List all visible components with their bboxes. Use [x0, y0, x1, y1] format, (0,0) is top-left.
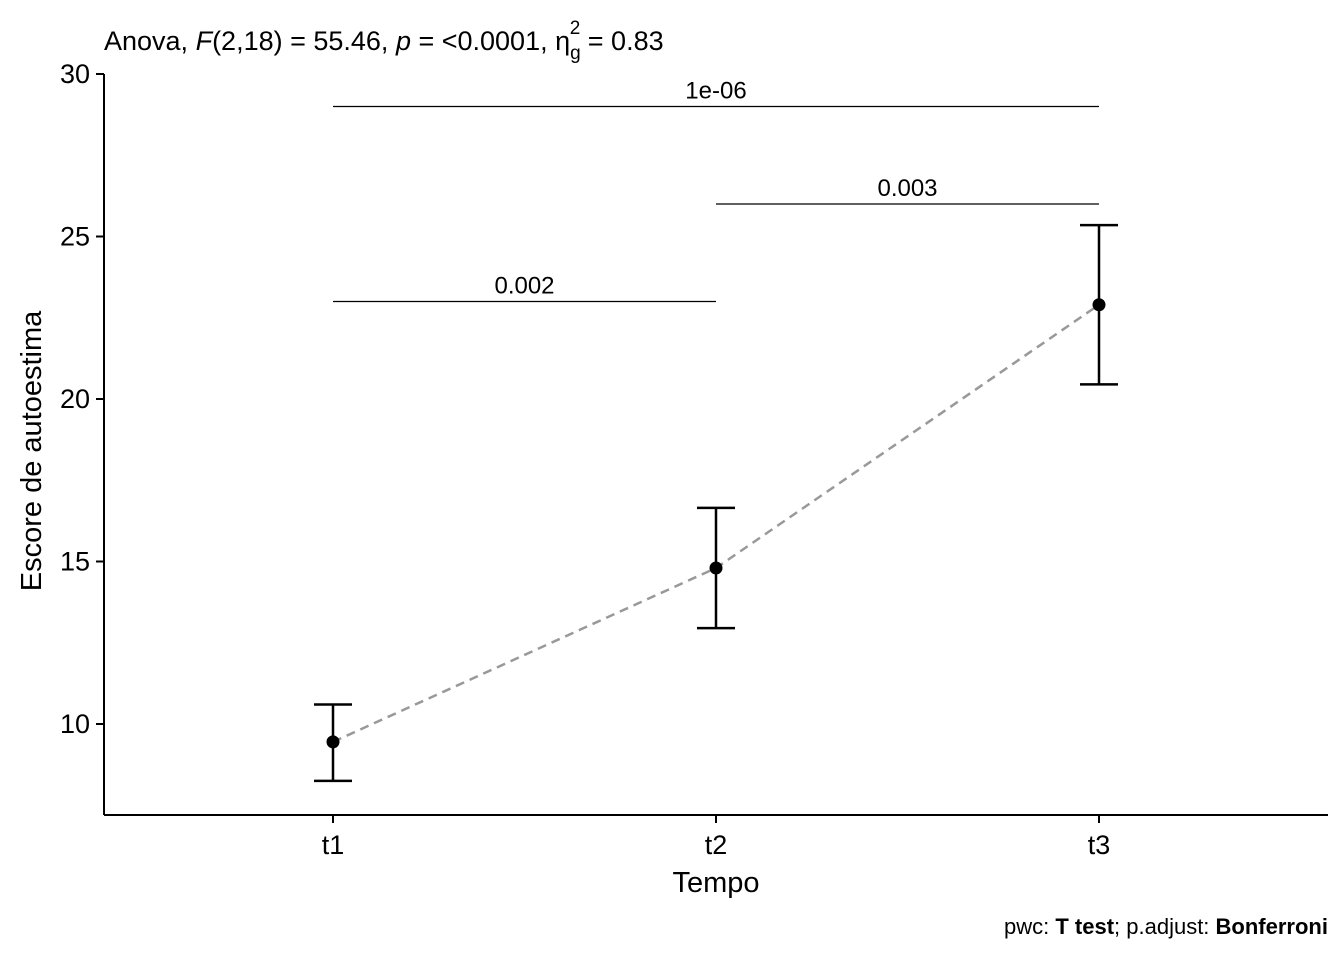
y-tick-label: 10	[60, 709, 90, 739]
data-point	[1092, 298, 1106, 312]
comparison-label: 0.002	[494, 273, 554, 300]
x-tick-label: t2	[705, 830, 728, 860]
y-tick-label: 15	[60, 547, 90, 577]
x-tick-label: t3	[1088, 830, 1111, 860]
y-tick-label: 25	[60, 222, 90, 252]
chart-title: Anova, F(2,18) = 55.46, p = <0.0001, ηg2…	[104, 18, 664, 64]
plot-area: 10 15 20 25 30 t1 t2 t3 1e-06 0.003 0.002	[60, 59, 1328, 860]
y-tick-label: 20	[60, 384, 90, 414]
x-axis-title: Tempo	[672, 867, 759, 899]
x-tick-label: t1	[322, 830, 345, 860]
comparison-label: 1e-06	[685, 78, 746, 105]
data-point	[326, 735, 340, 749]
chart-caption: pwc: T test; p.adjust: Bonferroni	[1004, 914, 1328, 939]
comparison-label: 0.003	[877, 175, 937, 202]
y-tick-label: 30	[60, 59, 90, 89]
y-axis-title: Escore de autoestima	[16, 310, 48, 591]
data-point	[709, 561, 723, 575]
